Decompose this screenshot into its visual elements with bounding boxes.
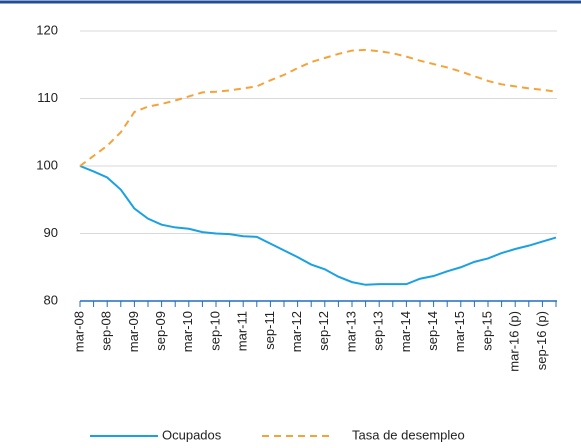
- legend-label: Ocupados: [162, 427, 222, 442]
- x-tick-label: sep-11: [262, 311, 277, 350]
- x-tick-label: mar-12: [289, 311, 304, 352]
- x-tick-label: sep-12: [316, 311, 331, 351]
- x-tick-label: mar-08: [71, 311, 86, 352]
- legend-label: Tasa de desempleo: [352, 427, 465, 442]
- x-tick-label: mar-11: [235, 311, 250, 351]
- series-line: [79, 165, 557, 286]
- series-line: [79, 48, 557, 167]
- x-tick-label: sep-15: [479, 311, 494, 351]
- x-tick-label: mar-15: [452, 311, 467, 352]
- x-tick-label: mar-14: [398, 311, 413, 352]
- y-tick-label: 120: [36, 22, 58, 37]
- x-tick-label: sep-14: [425, 311, 440, 351]
- y-tick-label: 80: [44, 292, 58, 307]
- x-tick-label: sep-08: [99, 311, 114, 351]
- x-tick-label: sep-13: [371, 311, 386, 351]
- x-tick-label: sep-16 (p): [534, 311, 549, 370]
- x-tick-label: mar-16 (p): [507, 311, 522, 372]
- x-tick-label: mar-10: [180, 311, 195, 352]
- y-tick-label: 90: [44, 225, 58, 240]
- x-tick-label: mar-09: [126, 311, 141, 352]
- x-tick-label: sep-10: [207, 311, 222, 351]
- y-tick-label: 110: [37, 90, 58, 105]
- y-tick-label: 100: [36, 157, 58, 172]
- x-tick-label: sep-09: [153, 311, 168, 351]
- x-tick-label: mar-13: [343, 311, 358, 352]
